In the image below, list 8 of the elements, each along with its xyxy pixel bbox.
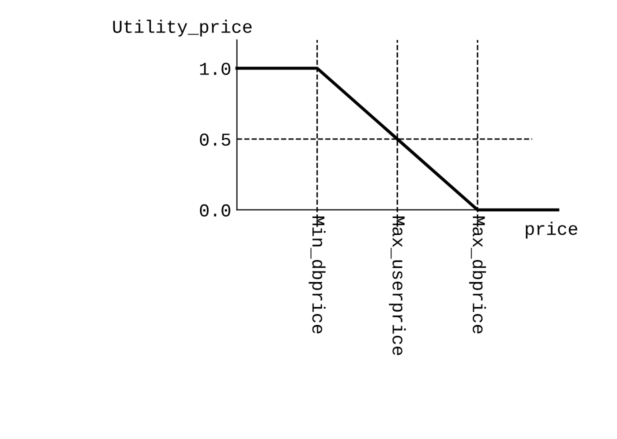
x-tick-label: Max_userprice <box>388 216 406 356</box>
x-tick-label: Max_dbprice <box>469 216 486 334</box>
x-axis-title: price <box>526 222 578 239</box>
y-tick-label: 0.5 <box>200 134 230 146</box>
y-tick-label: 1.0 <box>200 62 230 75</box>
y-axis-title: Utility_price <box>113 20 252 37</box>
y-tick-label: 0.0 <box>200 204 230 217</box>
x-tick-label: Min_dbprice <box>308 216 326 334</box>
